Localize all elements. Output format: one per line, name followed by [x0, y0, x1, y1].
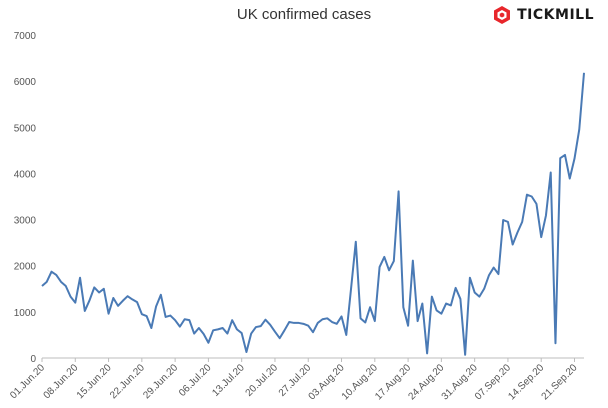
- chart-title: UK confirmed cases: [236, 6, 372, 23]
- x-tick-label: 29.Jun.20: [141, 362, 180, 401]
- y-axis: 0 1000 2000 3000 4000 5000 6000 7000: [14, 31, 37, 365]
- x-tick-label: 21.Sep.20: [540, 362, 580, 402]
- y-tick-label: 3000: [14, 216, 37, 227]
- y-tick-label: 1000: [14, 308, 37, 319]
- tickmill-logo-icon: [494, 6, 511, 24]
- x-axis: 01.Jun.2008.Jun.2015.Jun.2022.Jun.2029.J…: [8, 357, 584, 402]
- y-tick-label: 5000: [14, 123, 37, 134]
- y-tick-label: 2000: [14, 262, 37, 273]
- y-tick-label: 6000: [14, 77, 37, 88]
- x-tick-label: 06.Jul.20: [177, 362, 214, 399]
- brand-name: TICKMILL: [517, 7, 594, 23]
- x-tick-label: 22.Jun.20: [108, 362, 147, 401]
- series-layer: [41, 72, 585, 356]
- x-tick-label: 15.Jun.20: [75, 362, 114, 401]
- y-tick-label: 0: [30, 354, 36, 365]
- x-tick-label: 20.Jul.20: [244, 362, 281, 399]
- x-tick-label: 01.Jun.20: [8, 362, 47, 401]
- y-tick-label: 7000: [14, 31, 37, 42]
- y-tick-label: 4000: [14, 169, 37, 180]
- x-tick-label: 08.Jun.20: [42, 362, 81, 401]
- brand-logo: TICKMILL: [492, 4, 594, 26]
- series-line-uk-cases: [41, 72, 585, 356]
- x-tick-label: 13.Jul.20: [210, 362, 247, 399]
